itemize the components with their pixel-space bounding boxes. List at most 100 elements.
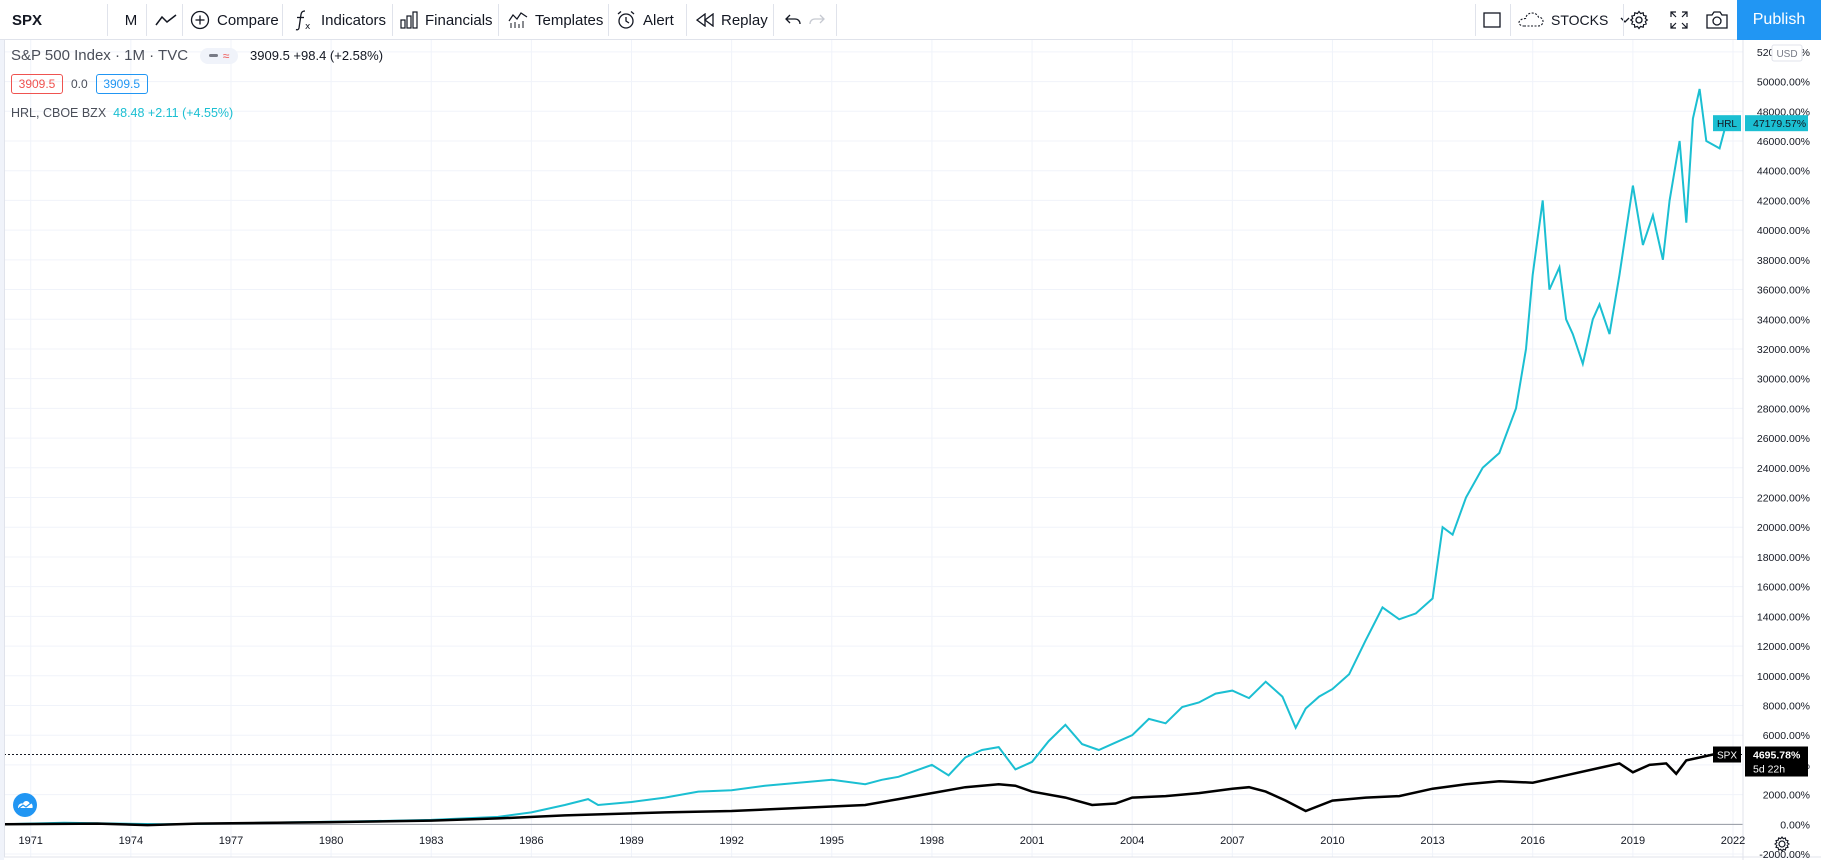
- interval-button[interactable]: M: [116, 0, 146, 40]
- redo-icon: [809, 14, 825, 25]
- layout-name-button[interactable]: STOCKS: [1518, 0, 1630, 40]
- y-tick-label: 20000.00%: [1757, 522, 1810, 534]
- toolbar-divider: [1623, 4, 1624, 36]
- redo-button[interactable]: [806, 0, 828, 40]
- spx-series-line: [3, 753, 1727, 827]
- compare-series-legend[interactable]: HRL, CBOE BZX 48.48 +2.11 (+4.55%): [11, 106, 233, 120]
- toolbar-divider: [107, 4, 108, 36]
- y-tick-label: 32000.00%: [1757, 344, 1810, 356]
- main-series-title: S&P 500 Index · 1M · TVC: [11, 47, 189, 64]
- last-price-badge: [1745, 746, 1808, 777]
- y-tick-label: 10000.00%: [1757, 671, 1810, 683]
- main-series-legend[interactable]: S&P 500 Index · 1M · TVC ≈ 3909.5 +98.4 …: [11, 47, 383, 64]
- y-tick-label: 0.00%: [1780, 819, 1810, 831]
- y-tick-label: 22000.00%: [1757, 493, 1810, 505]
- line-chart-icon: [155, 14, 177, 26]
- legend-toggle[interactable]: ≈: [200, 47, 239, 64]
- templates-button[interactable]: Templates: [508, 0, 603, 40]
- toolbar-divider: [498, 4, 499, 36]
- gear-icon: [1778, 840, 1786, 848]
- main-series-values: 3909.5 +98.4 (+2.58%): [250, 48, 384, 63]
- compare-series-title: HRL, CBOE BZX: [11, 106, 107, 120]
- currency-label: USD: [1776, 49, 1797, 60]
- publish-button[interactable]: Publish: [1737, 0, 1821, 40]
- x-tick-label: 2004: [1120, 835, 1144, 847]
- templates-icon: [508, 12, 528, 28]
- x-tick-label: 1986: [519, 835, 543, 847]
- y-tick-label: 34000.00%: [1757, 314, 1810, 326]
- toolbar-divider: [608, 4, 609, 36]
- stocks-label: STOCKS: [1551, 12, 1609, 28]
- fullscreen-layout-button[interactable]: [1481, 0, 1503, 40]
- compare-label: Compare: [217, 11, 279, 29]
- expand-icon: [1670, 11, 1688, 29]
- chevron-down-icon: [1620, 17, 1630, 23]
- y-tick-label: 46000.00%: [1757, 136, 1810, 148]
- y-tick-label: 42000.00%: [1757, 195, 1810, 207]
- axis-settings-button[interactable]: [1774, 836, 1790, 852]
- x-tick-label: 1977: [219, 835, 243, 847]
- y-tick-label: 50000.00%: [1757, 77, 1810, 89]
- chart-grid: [4, 40, 1743, 857]
- compare-button[interactable]: Compare: [190, 0, 279, 40]
- x-tick-label: 1983: [419, 835, 443, 847]
- spread-value: 0.0: [71, 77, 88, 91]
- bid-ask-row: 3909.5 0.0 3909.5: [11, 74, 148, 94]
- replay-button[interactable]: Replay: [696, 0, 768, 40]
- snapshot-button[interactable]: [1706, 0, 1728, 40]
- toolbar-divider: [182, 4, 183, 36]
- x-tick-label: 1980: [319, 835, 343, 847]
- alert-button[interactable]: Alert: [616, 0, 674, 40]
- symbol-label: SPX: [12, 11, 43, 29]
- price-chart[interactable]: 52000.00%50000.00%48000.00%46000.00%4400…: [0, 40, 1821, 860]
- series-name-tag-label: HRL: [1717, 119, 1737, 130]
- hrl-series-line: [3, 88, 1728, 826]
- alert-label: Alert: [643, 11, 674, 29]
- toolbar-divider: [1510, 4, 1511, 36]
- y-tick-label: 24000.00%: [1757, 463, 1810, 475]
- toolbar-divider: [392, 4, 393, 36]
- settings-button[interactable]: [1628, 0, 1650, 40]
- interval-label: M: [124, 11, 138, 29]
- y-tick-label: 26000.00%: [1757, 433, 1810, 445]
- toolbar-divider: [686, 4, 687, 36]
- compare-series-values: 48.48 +2.11 (+4.55%): [113, 106, 234, 120]
- series-name-tag: [1713, 746, 1741, 763]
- indicators-button[interactable]: x Indicators: [294, 0, 386, 40]
- x-tick-label: 2007: [1220, 835, 1244, 847]
- y-tick-label: 38000.00%: [1757, 255, 1810, 267]
- left-edge-strip: [0, 40, 4, 860]
- publish-label: Publish: [1752, 11, 1806, 28]
- x-tick-label: 1992: [719, 835, 743, 847]
- toolbar-divider: [773, 4, 774, 36]
- buy-price-button[interactable]: 3909.5: [95, 74, 148, 94]
- time-axis[interactable]: 1971 1974 1977 1980 1983 1986 1989 1992 1995 1998…: [18, 835, 1745, 847]
- y-tick-label: 30000.00%: [1757, 374, 1810, 386]
- tradingview-logo: [13, 793, 37, 817]
- bar-chart-icon: [400, 11, 418, 29]
- y-tick-label: 12000.00%: [1757, 641, 1810, 653]
- approx-icon: ≈: [222, 48, 230, 63]
- replay-label: Replay: [721, 11, 768, 29]
- y-tick-label: 14000.00%: [1757, 611, 1810, 623]
- series-name-tag: [1713, 115, 1741, 132]
- x-tick-label: 2016: [1520, 835, 1544, 847]
- y-tick-label: 2000.00%: [1763, 790, 1810, 802]
- currency-badge[interactable]: [1771, 44, 1803, 62]
- fullscreen-button[interactable]: [1668, 0, 1690, 40]
- sell-price-button[interactable]: 3909.5: [11, 74, 63, 94]
- last-price-label: 47179.57%: [1753, 118, 1806, 130]
- undo-icon: [785, 14, 801, 25]
- symbol-search[interactable]: SPX: [12, 0, 107, 40]
- price-axis[interactable]: 52000.00%50000.00%48000.00%46000.00%4400…: [1757, 44, 1810, 860]
- series-name-tag-label: SPX: [1717, 751, 1737, 762]
- undo-button[interactable]: [782, 0, 804, 40]
- y-tick-label: 36000.00%: [1757, 285, 1810, 297]
- toolbar-divider: [1475, 4, 1476, 36]
- alarm-clock-icon: [617, 11, 635, 29]
- chart-style-button[interactable]: [151, 0, 181, 40]
- y-tick-label: 44000.00%: [1757, 166, 1810, 178]
- financials-button[interactable]: Financials: [400, 0, 493, 40]
- x-tick-label: 2022: [1721, 835, 1745, 847]
- bar-countdown-label: 5d 22h: [1753, 764, 1785, 776]
